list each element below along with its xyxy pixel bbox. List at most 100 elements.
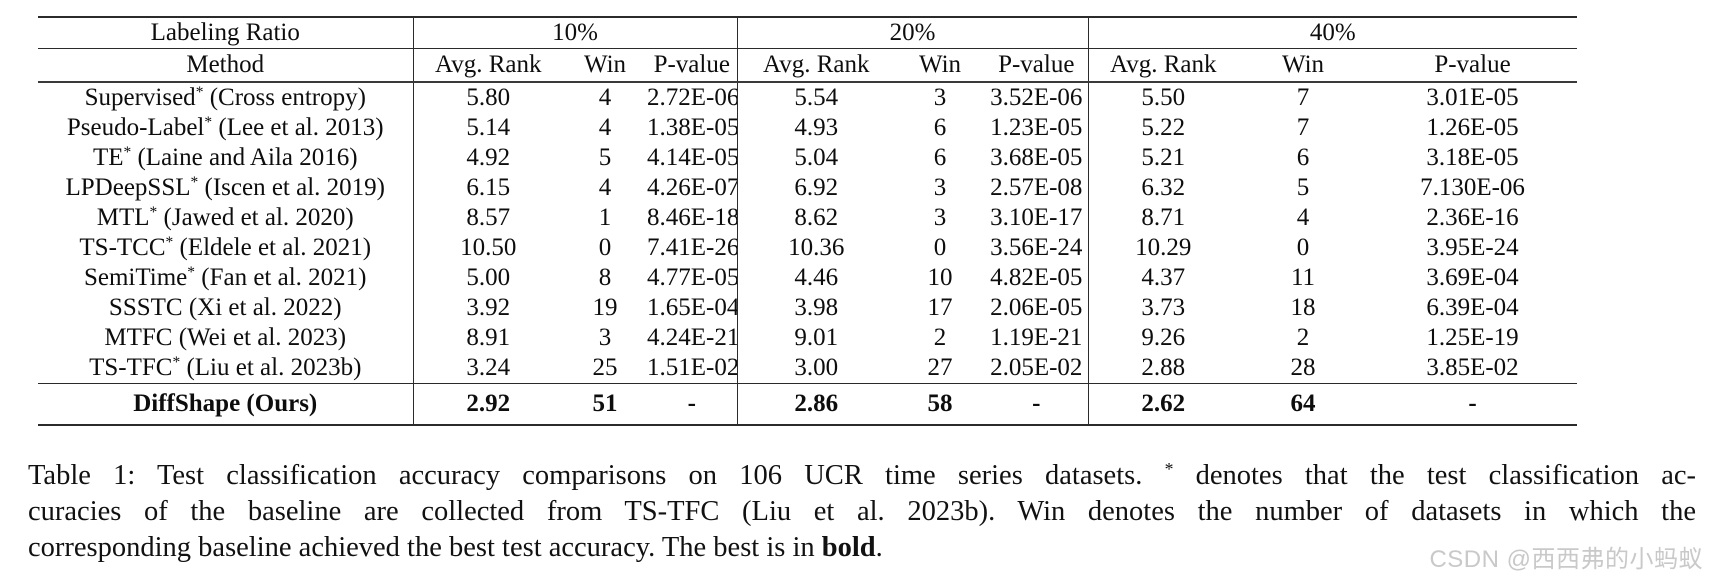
value-cell: 2.06E-05: [985, 293, 1089, 323]
value-cell: 1.38E-05: [647, 113, 738, 143]
method-cell: DiffShape (Ours): [38, 383, 414, 425]
value-cell: 4.92: [466, 144, 511, 171]
value-cell: 6.15: [466, 174, 511, 201]
value-cell: 0: [933, 234, 947, 261]
p-value-header: P-value: [985, 48, 1089, 83]
value-cell: 2.62: [1088, 383, 1238, 425]
value-cell: 4.93: [794, 114, 839, 141]
method-cell: MTL* (Jawed et al. 2020): [38, 203, 414, 233]
caption-line: corresponding baseline achieved the best…: [28, 532, 883, 563]
value-cell: 2.05E-02: [985, 353, 1089, 384]
method-cell: Supervised* (Cross entropy): [38, 82, 414, 113]
value-cell: 5: [598, 144, 612, 171]
caption-line: Table 1: Test classification accuracy co…: [28, 459, 1697, 491]
ratio-group-10-header: 10%: [413, 17, 738, 49]
value-cell: 4.46: [794, 264, 839, 291]
value-cell: 9.26: [1141, 324, 1186, 351]
value-cell: 7.41E-26: [647, 233, 738, 263]
value-cell: 1.26E-05: [1426, 114, 1519, 141]
value-cell: 3.00: [794, 354, 839, 381]
value-cell: 2.86: [737, 383, 895, 425]
value-cell: 4: [598, 174, 612, 201]
value-cell: 3.85E-02: [1426, 354, 1519, 381]
value-cell: 2: [933, 324, 947, 351]
value-cell: 8.91: [466, 324, 511, 351]
value-cell: 5.00: [466, 264, 511, 291]
value-cell: 2: [1296, 324, 1310, 351]
value-cell: 3.98: [794, 294, 839, 321]
value-cell: 5.54: [794, 84, 839, 111]
value-cell: 6: [933, 144, 947, 171]
avg-rank-header: Avg. Rank: [737, 48, 895, 83]
value-cell: -: [647, 383, 738, 425]
value-cell: 3.95E-24: [1426, 234, 1519, 261]
value-cell: 18: [1290, 294, 1316, 321]
value-cell: 9.01: [794, 324, 839, 351]
value-cell: 4.26E-07: [647, 173, 738, 203]
value-cell: 3: [598, 324, 612, 351]
ratio-group-20-header: 20%: [737, 17, 1089, 49]
value-cell: 58: [895, 383, 985, 425]
value-cell: 17: [927, 294, 953, 321]
value-cell: 5: [1296, 174, 1310, 201]
value-cell: 10.36: [788, 234, 845, 261]
value-cell: 8.57: [466, 204, 511, 231]
value-cell: 6: [933, 114, 947, 141]
table-body: Supervised* (Cross entropy) 5.80 4 2.72E-06…: [38, 82, 1578, 425]
value-cell: 25: [592, 354, 618, 381]
value-cell: 10.50: [460, 234, 517, 261]
value-cell: 4.24E-21: [647, 323, 738, 353]
value-cell: 3.92: [466, 294, 511, 321]
value-cell: 4: [598, 114, 612, 141]
value-cell: 5.14: [466, 114, 511, 141]
table-row: LPDeepSSL* (Iscen et al. 2019) 6.15 4 4.26E…: [38, 173, 1577, 203]
value-cell: 2.92: [413, 383, 563, 425]
labeling-ratio-header: Labeling Ratio: [38, 17, 414, 49]
win-header: Win: [1238, 48, 1368, 83]
caption-line: curacies of the baseline are collected f…: [28, 496, 1696, 527]
value-cell: 1: [598, 204, 612, 231]
value-cell: 3: [933, 174, 947, 201]
value-cell: 8: [598, 264, 612, 291]
watermark: CSDN @西西弗的小蚂蚁: [1429, 546, 1703, 573]
value-cell: 28: [1290, 354, 1316, 381]
method-cell: TS-TFC* (Liu et al. 2023b): [38, 353, 414, 384]
p-value-header: P-value: [1368, 48, 1578, 83]
value-cell: 0: [598, 234, 612, 261]
column-header-row: Method Avg. Rank Win P-value Avg. Rank W…: [38, 48, 1578, 83]
value-cell: 10: [927, 264, 953, 291]
value-cell: 2.88: [1141, 354, 1186, 381]
value-cell: 1.51E-02: [647, 353, 738, 384]
value-cell: 8.71: [1141, 204, 1186, 231]
results-table-container: Labeling Ratio 10% 20% 40% Method Avg. R…: [38, 16, 1578, 426]
value-cell: 4.37: [1141, 264, 1186, 291]
value-cell: 5.04: [794, 144, 839, 171]
value-cell: -: [985, 383, 1089, 425]
value-cell: 11: [1290, 264, 1316, 291]
method-cell: Pseudo-Label* (Lee et al. 2013): [38, 113, 414, 143]
value-cell: 51: [563, 383, 647, 425]
value-cell: 3.01E-05: [1426, 84, 1519, 111]
avg-rank-header: Avg. Rank: [1088, 48, 1238, 83]
value-cell: 4.14E-05: [647, 143, 738, 173]
value-cell: 3.68E-05: [985, 143, 1089, 173]
value-cell: 7: [1296, 114, 1310, 141]
value-cell: 2.57E-08: [985, 173, 1089, 203]
table-row: SemiTime* (Fan et al. 2021) 5.00 8 4.77E-05…: [38, 263, 1577, 293]
value-cell: 3.52E-06: [985, 82, 1089, 113]
table-row: SSSTC (Xi et al. 2022) 3.92 19 1.65E-04 3.98…: [38, 293, 1577, 323]
value-cell: 19: [592, 294, 618, 321]
table-row: TE* (Laine and Aila 2016) 4.92 5 4.14E-05 5.…: [38, 143, 1577, 173]
table-row: Supervised* (Cross entropy) 5.80 4 2.72E-06…: [38, 82, 1577, 113]
value-cell: 1.65E-04: [647, 293, 738, 323]
value-cell: 5.22: [1141, 114, 1186, 141]
value-cell: 10.29: [1135, 234, 1192, 261]
value-cell: 3.69E-04: [1426, 264, 1519, 291]
ratio-header-row: Labeling Ratio 10% 20% 40%: [38, 17, 1578, 49]
value-cell: 6: [1296, 144, 1310, 171]
ratio-group-40-header: 40%: [1088, 17, 1578, 49]
value-cell: 3.10E-17: [985, 203, 1089, 233]
method-cell: LPDeepSSL* (Iscen et al. 2019): [38, 173, 414, 203]
value-cell: 7: [1296, 84, 1310, 111]
